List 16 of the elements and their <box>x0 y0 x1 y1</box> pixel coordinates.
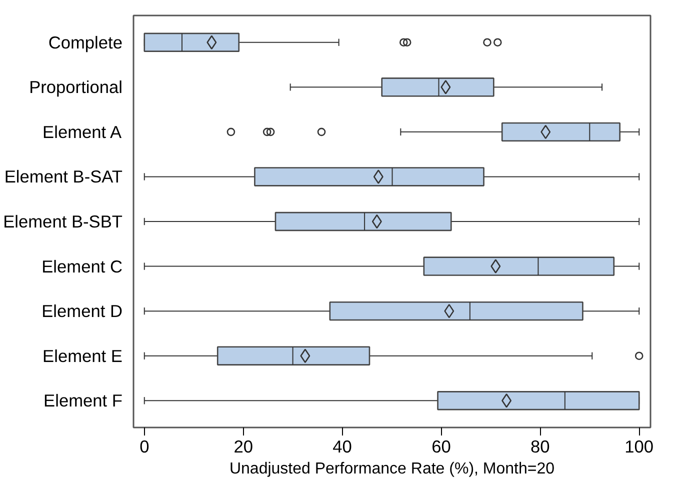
y-tick-label: Element B-SAT <box>4 166 123 187</box>
y-tick-label: Complete <box>48 32 123 52</box>
y-tick-label: Element C <box>42 256 123 276</box>
x-tick-label: 20 <box>234 436 253 456</box>
y-tick-label: Element F <box>44 390 122 411</box>
x-tick-label: 60 <box>432 436 451 456</box>
x-tick-label: 80 <box>530 436 550 456</box>
x-tick-label: 100 <box>624 436 654 456</box>
x-tick-label: 0 <box>140 436 150 456</box>
y-tick-label: Element E <box>42 346 123 366</box>
y-tick-label: Element A <box>42 122 122 142</box>
y-tick-label: Element D <box>42 301 123 322</box>
x-tick-label: 40 <box>332 436 352 456</box>
y-tick-label: Proportional <box>29 77 123 98</box>
x-axis-title: Unadjusted Performance Rate (%), Month=20 <box>229 460 555 478</box>
y-tick-label: Element B-SBT <box>3 212 123 232</box>
